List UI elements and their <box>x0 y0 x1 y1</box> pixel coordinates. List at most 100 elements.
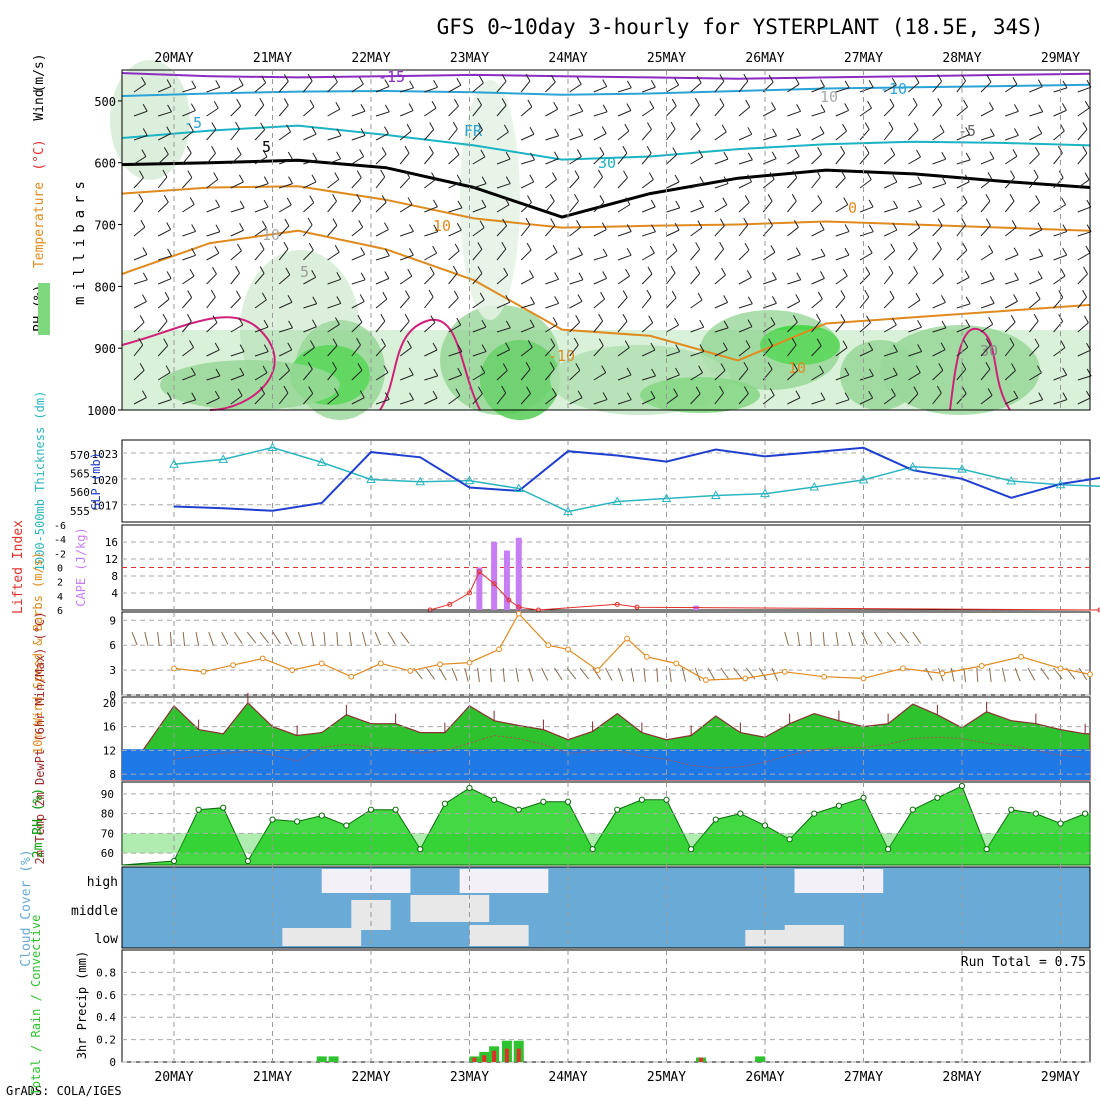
upper-wind-barb <box>666 297 677 309</box>
lifted-tick-label: -4 <box>54 535 66 546</box>
upper-wind-barb <box>133 397 147 405</box>
upper-wind-barb <box>666 154 678 165</box>
upper-wind-barb <box>835 177 846 189</box>
upper-wind-barb <box>690 183 705 189</box>
upper-wind-barb-flag <box>699 344 705 352</box>
upper-wind-barb <box>399 177 411 189</box>
upper-wind-barb <box>666 395 678 405</box>
upper-wind-barb-flag <box>1013 247 1019 255</box>
upper-wind-barb <box>520 249 532 261</box>
upper-wind-barb <box>1004 321 1016 333</box>
upper-wind-barb <box>157 320 168 333</box>
upper-wind-barb-flag <box>1083 315 1089 324</box>
wind10-barb <box>1027 667 1036 681</box>
upper-wind-barb-flag <box>215 199 221 208</box>
upper-wind-barb-flag <box>163 338 169 346</box>
rh2m-point <box>1082 810 1089 817</box>
upper-wind-barb <box>327 179 340 189</box>
upper-wind-barb <box>303 347 315 357</box>
upper-wind-barb <box>206 273 217 285</box>
upper-wind-barb <box>738 249 750 261</box>
upper-wind-barb-flag <box>428 145 434 154</box>
upper-wind-barb-flag <box>985 218 991 226</box>
rh2m-point <box>367 806 375 813</box>
upper-wind-barb-flag <box>142 294 147 302</box>
upper-wind-barb-flag <box>771 296 777 304</box>
slp-axis-label: SLP (mb) <box>89 452 103 510</box>
upper-wind-barb-flag <box>670 265 676 274</box>
upper-wind-barb <box>1077 107 1090 117</box>
upper-wind-barb <box>859 397 873 405</box>
upper-wind-barb <box>641 107 655 117</box>
upper-wind-barb-flag <box>1037 222 1043 231</box>
upper-wind-barb-flag <box>867 100 872 109</box>
upper-wind-barb-flag <box>675 367 680 376</box>
upper-wind-barb <box>883 128 894 141</box>
upper-wind-barb <box>424 252 437 261</box>
upper-wind-barb <box>278 131 291 141</box>
upper-wind-barb-flag <box>965 296 971 305</box>
thickness-point <box>858 474 869 484</box>
upper-wind-barb-flag <box>186 145 192 154</box>
dewpoint-line <box>173 734 1086 769</box>
upper-wind-barb <box>980 368 991 381</box>
upper-wind-barb <box>1004 226 1017 237</box>
upper-wind-barb-flag <box>576 76 582 85</box>
upper-wind-barb <box>932 183 947 189</box>
upper-wind-barb-flag <box>505 176 511 184</box>
chart-title: GFS 0~10day 3-hourly for YSTERPLANT (18.… <box>437 15 1044 39</box>
lifted-tick-label: -2 <box>54 549 66 560</box>
upper-wind-barb-flag <box>988 317 994 325</box>
rh-legend-swatch <box>38 283 50 335</box>
upper-wind-barb <box>254 372 268 381</box>
upper-wind-barb <box>375 133 389 141</box>
wind10-barb <box>835 631 839 646</box>
temperature-contour <box>121 124 1091 161</box>
wind10-barb <box>656 667 659 682</box>
upper-wind-barb-flag <box>336 151 342 160</box>
upper-wind-barb <box>496 183 511 189</box>
wind10-point <box>565 646 571 653</box>
upper-wind-barb <box>375 86 390 93</box>
upper-wind-barb-flag <box>868 79 874 88</box>
upper-wind-barb-flag <box>650 80 656 88</box>
upper-wind-barb <box>738 326 753 333</box>
upper-wind-barb-flag <box>162 313 168 322</box>
upper-wind-barb <box>956 393 967 405</box>
upper-wind-barb <box>254 104 265 117</box>
upper-wind-barb <box>1077 349 1091 357</box>
upper-wind-barb-flag <box>311 270 317 278</box>
upper-wind-barb-flag <box>525 361 531 370</box>
cloud-level-label: high <box>87 875 118 890</box>
wind10-point <box>821 673 827 680</box>
precip-axis-label: 3hr Precip (mm) <box>75 951 89 1059</box>
upper-wind-barb <box>666 229 680 237</box>
upper-wind-barb <box>811 176 821 189</box>
upper-wind-barb <box>1029 176 1039 189</box>
upper-wind-barb-flag <box>212 266 217 275</box>
upper-wind-barb <box>569 200 579 213</box>
upper-wind-barb-flag <box>307 361 313 370</box>
upper-wind-barb-flag <box>550 218 556 226</box>
upper-wind-barb <box>932 349 946 357</box>
upper-wind-barb <box>980 323 993 333</box>
upper-wind-barb-flag <box>551 388 557 396</box>
upper-wind-barb <box>593 298 605 309</box>
upper-wind-barb-flag <box>914 75 920 84</box>
upper-wind-barb-flag <box>746 270 752 278</box>
upper-wind-barb-flag <box>407 197 413 205</box>
upper-wind-barb <box>520 346 533 357</box>
upper-wind-barb-flag <box>961 73 967 82</box>
upper-wind-barb-flag <box>937 218 943 227</box>
upper-wind-barb-flag <box>429 266 435 275</box>
upper-wind-barb <box>351 321 363 333</box>
upper-wind-barb-flag <box>1062 392 1068 400</box>
upper-wind-barb-flag <box>651 224 656 232</box>
upper-wind-barb <box>399 204 413 213</box>
upper-wind-barb-flag <box>815 313 821 322</box>
upper-wind-barb <box>375 201 387 213</box>
upper-wind-barb <box>472 183 487 189</box>
upper-wind-barb-flag <box>286 124 291 133</box>
upper-wind-barb <box>956 181 970 189</box>
upper-wind-barb <box>641 273 653 285</box>
